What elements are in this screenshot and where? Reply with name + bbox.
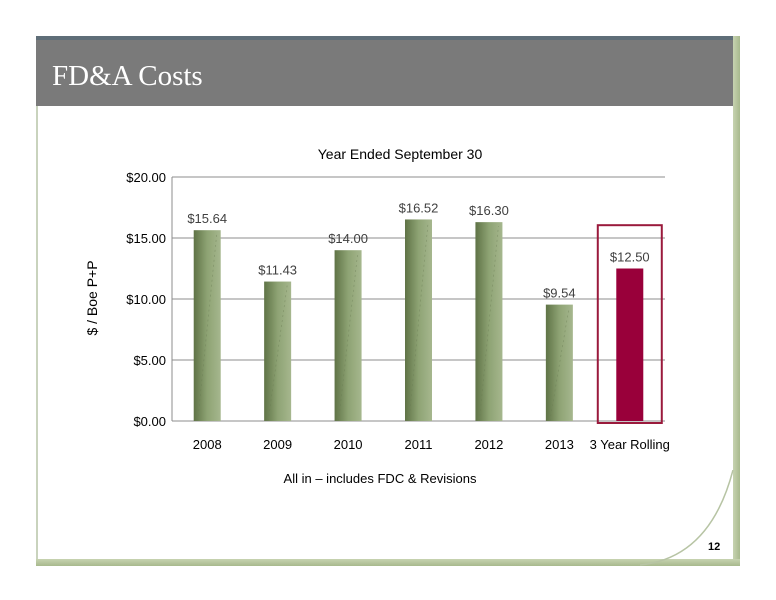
data-label: $11.43 — [258, 263, 297, 278]
x-tick-label: 2009 — [263, 437, 292, 452]
y-tick-label: $20.00 — [126, 170, 166, 185]
bar — [545, 304, 573, 421]
x-tick-label: 2012 — [474, 437, 503, 452]
highlight-box — [596, 224, 663, 424]
data-label: $12.50 — [610, 250, 650, 265]
x-tick-label: 2008 — [193, 437, 222, 452]
x-tick-label: 2013 — [545, 437, 574, 452]
corner-decoration — [640, 470, 734, 566]
bar-texture — [197, 234, 218, 422]
y-tick-label: $15.00 — [126, 231, 166, 246]
slide-title: FD&A Costs — [52, 60, 203, 92]
data-label: $15.64 — [187, 211, 227, 226]
page-number: 12 — [708, 541, 721, 553]
data-label: $16.30 — [469, 203, 509, 218]
chart-title: Year Ended September 30 — [318, 146, 483, 162]
bar-texture — [549, 308, 570, 422]
bar-highlighted — [616, 268, 644, 421]
slide-bottom-band — [36, 559, 740, 566]
x-tick-label: 2010 — [334, 437, 363, 452]
y-tick-label: $5.00 — [133, 353, 166, 368]
bar — [475, 222, 503, 421]
title-bar: FD&A Costs — [36, 36, 733, 106]
y-tick-label: $10.00 — [126, 292, 166, 307]
slide-left-edge — [36, 36, 38, 566]
bar-texture — [408, 223, 429, 422]
y-tick-label: $0.00 — [133, 414, 166, 429]
data-label: $16.52 — [399, 200, 439, 215]
data-label: $9.54 — [543, 286, 576, 301]
y-axis-label: $ / Boe P+P — [84, 260, 100, 335]
chart-footnote: All in – includes FDC & Revisions — [283, 471, 477, 486]
slide-right-band — [733, 36, 740, 566]
x-tick-label: 2011 — [405, 437, 433, 452]
data-label: $14.00 — [328, 231, 368, 246]
x-tick-label: 3 Year Rolling — [590, 437, 670, 452]
